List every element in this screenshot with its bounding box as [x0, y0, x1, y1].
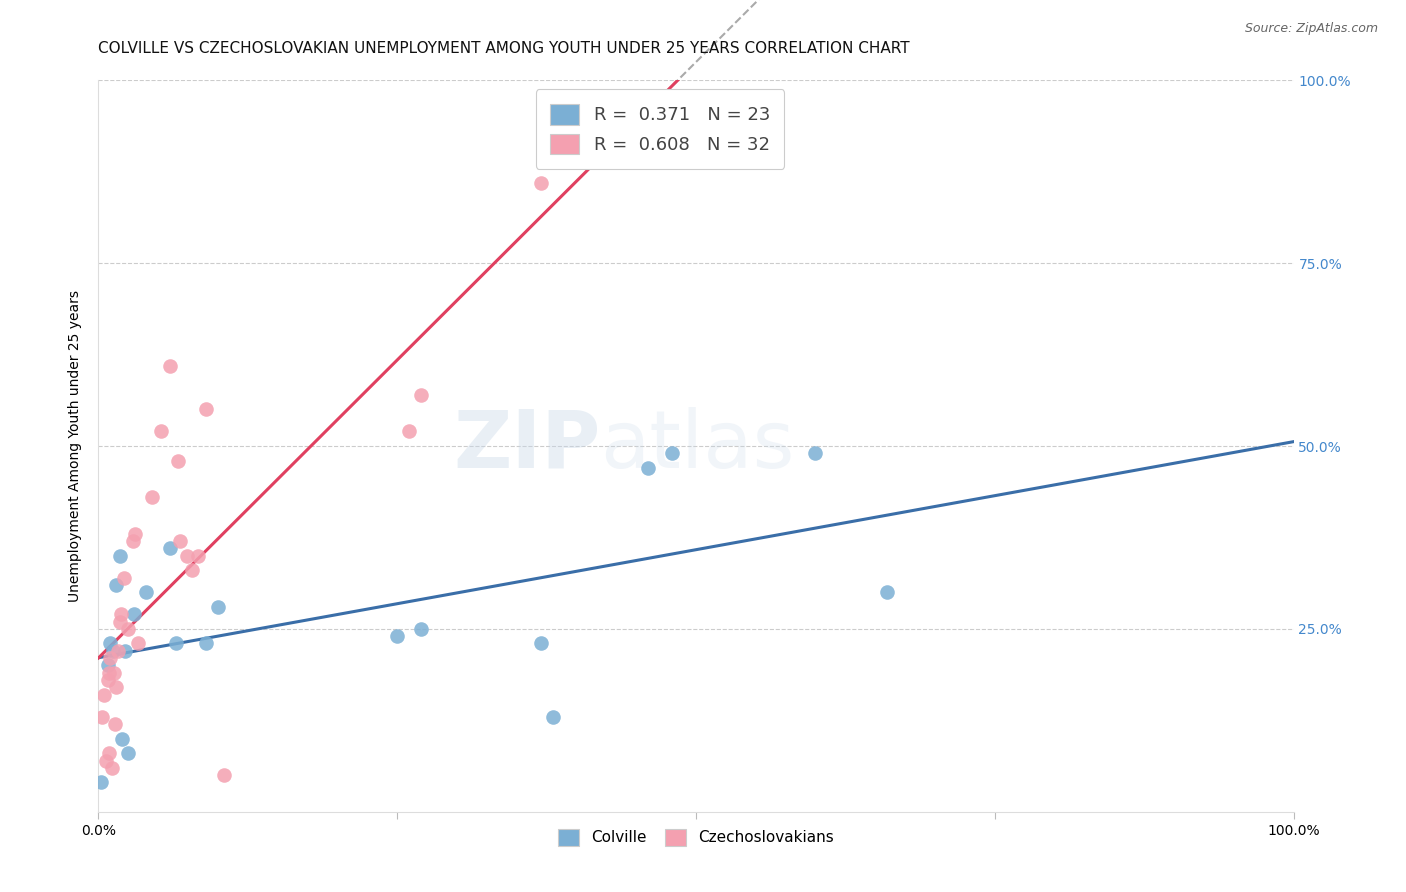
Point [94, 754, 117, 768]
Point [169, 534, 191, 549]
Point [212, 768, 235, 782]
Point [98, 651, 122, 665]
Point [541, 709, 564, 723]
Y-axis label: Unemployment Among Youth under 25 years: Unemployment Among Youth under 25 years [69, 290, 83, 602]
Point [135, 585, 157, 599]
Point [93, 688, 115, 702]
Point [114, 644, 136, 658]
Point [141, 490, 163, 504]
Point [105, 681, 128, 695]
Point [159, 541, 181, 556]
Point [117, 622, 139, 636]
Text: COLVILLE VS CZECHOSLOVAKIAN UNEMPLOYMENT AMONG YOUTH UNDER 25 YEARS CORRELATION : COLVILLE VS CZECHOSLOVAKIAN UNEMPLOYMENT… [98, 40, 910, 55]
Text: atlas: atlas [600, 407, 794, 485]
Point [411, 388, 433, 402]
Text: ZIP: ZIP [453, 407, 600, 485]
Point [195, 402, 218, 417]
Point [112, 571, 135, 585]
Point [530, 176, 553, 190]
Point [98, 636, 122, 650]
Point [108, 615, 131, 629]
Point [124, 607, 146, 622]
Point [149, 425, 172, 439]
Point [97, 658, 120, 673]
Point [122, 534, 145, 549]
Point [91, 709, 114, 723]
Point [167, 453, 190, 467]
Point [98, 746, 121, 760]
Point [101, 644, 124, 658]
Point [110, 607, 132, 622]
Point [103, 665, 125, 680]
Point [165, 636, 187, 650]
Point [100, 761, 122, 775]
Point [398, 425, 420, 439]
Point [159, 359, 181, 373]
Point [111, 731, 134, 746]
Point [105, 578, 128, 592]
Point [876, 585, 898, 599]
Point [127, 636, 149, 650]
Point [117, 746, 139, 760]
Point [98, 665, 121, 680]
Point [411, 622, 433, 636]
Point [176, 549, 198, 563]
Point [107, 644, 129, 658]
Point [187, 549, 209, 563]
Point [90, 775, 112, 789]
Point [97, 673, 120, 687]
Point [804, 446, 827, 460]
Point [108, 549, 131, 563]
Point [207, 599, 229, 614]
Point [661, 446, 683, 460]
Point [385, 629, 409, 643]
Legend: Colville, Czechoslovakians: Colville, Czechoslovakians [551, 822, 841, 852]
Point [195, 636, 218, 650]
Point [637, 461, 659, 475]
Point [530, 636, 553, 650]
Point [124, 526, 146, 541]
Point [104, 717, 127, 731]
Point [180, 563, 202, 577]
Text: Source: ZipAtlas.com: Source: ZipAtlas.com [1244, 22, 1378, 36]
